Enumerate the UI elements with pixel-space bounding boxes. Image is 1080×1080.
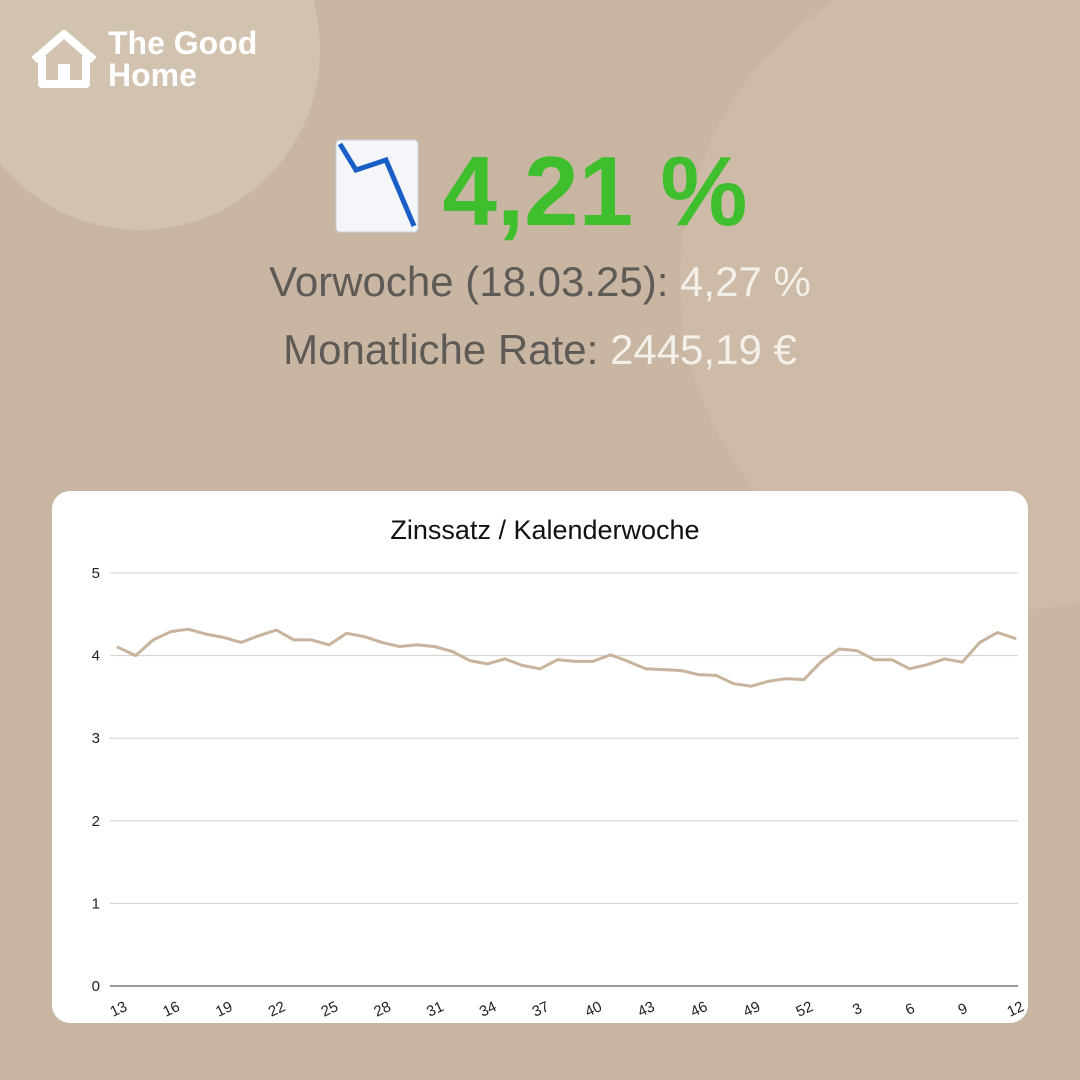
y-tick-label: 0 — [92, 978, 100, 995]
bg-circle — [0, 0, 320, 230]
x-tick-label: 52 — [793, 998, 815, 1020]
x-tick-label: 37 — [530, 998, 552, 1020]
monthly-rate: Monatliche Rate: 2445,19 € — [283, 326, 797, 373]
x-tick-label: 40 — [582, 998, 604, 1020]
value: 4,27 % — [680, 258, 811, 305]
label: Monatliche Rate: — [283, 326, 598, 373]
x-tick-label: 31 — [424, 998, 446, 1020]
data-line — [116, 627, 1017, 688]
logo-icon — [31, 30, 97, 88]
y-tick-label: 1 — [92, 895, 100, 912]
x-tick-label: 19 — [213, 998, 235, 1020]
y-tick-label: 5 — [92, 565, 100, 582]
brand-name: Home — [108, 57, 197, 93]
value: 2445,19 € — [610, 326, 797, 373]
bg-circle — [680, 0, 1080, 610]
x-tick-label: 28 — [371, 998, 393, 1020]
y-tick-label: 3 — [92, 730, 100, 747]
label: Vorwoche (18.03.25): — [269, 258, 668, 305]
brand-name: The Good — [108, 25, 257, 61]
x-tick-label: 49 — [741, 998, 763, 1020]
x-tick-label: 25 — [319, 998, 341, 1020]
x-tick-label: 12 — [1004, 998, 1026, 1020]
y-tick-label: 4 — [92, 648, 100, 665]
x-tick-label: 34 — [477, 998, 499, 1020]
x-tick-label: 46 — [688, 998, 710, 1020]
chart-panel — [52, 491, 1028, 1023]
x-tick-label: 13 — [107, 998, 129, 1020]
current-rate: 4,21 % — [442, 136, 747, 246]
x-tick-label: 22 — [266, 998, 288, 1020]
chart-emoji — [335, 139, 419, 233]
x-tick-label: 43 — [635, 998, 657, 1020]
x-tick-label: 16 — [160, 998, 182, 1020]
chart-title: Zinssatz / Kalenderwoche — [390, 515, 699, 545]
y-tick-label: 2 — [92, 813, 100, 830]
previous-week: Vorwoche (18.03.25): 4,27 % — [269, 258, 811, 305]
